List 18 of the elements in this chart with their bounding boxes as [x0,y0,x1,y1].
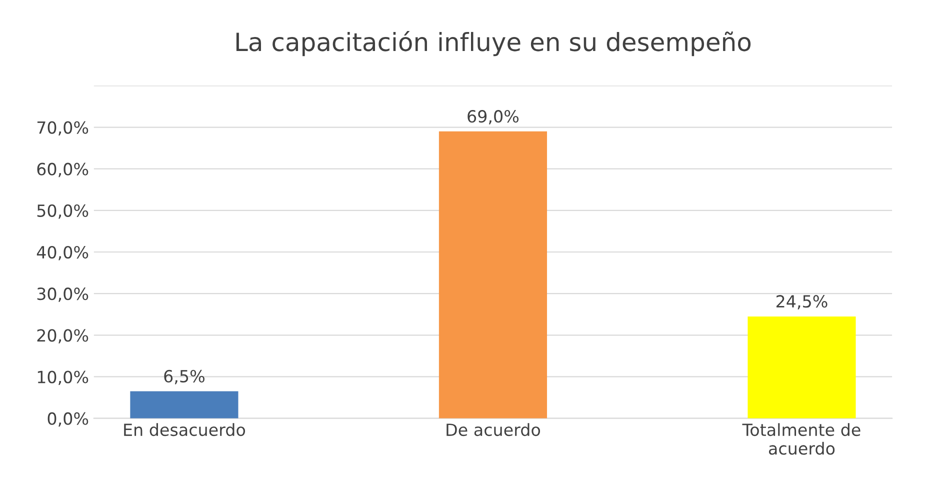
bar [438,131,548,418]
y-tick-label: 50,0% [37,204,88,219]
y-tick-label: 0,0% [48,412,88,427]
y-tick-label: 30,0% [37,288,88,302]
y-tick-label: 70,0% [37,121,88,136]
x-tick-label: En desacuerdo [124,423,246,436]
x-tick-label: Totalmente de acuerdo [742,423,860,455]
y-tick-label: 60,0% [37,162,88,178]
chart-title: La capacitación influye en su desempeño [236,30,751,56]
y-tick-label: 40,0% [36,246,88,260]
y-tick-label: 20,0% [37,329,88,344]
bar [130,391,238,418]
bar [748,316,856,418]
data-label: 24,5% [776,295,828,310]
y-tick-label: 10,0% [38,370,88,386]
x-tick-label: De acuerdo [446,423,540,436]
data-label: 69,0% [468,110,519,124]
data-label: 6,5% [164,370,204,384]
